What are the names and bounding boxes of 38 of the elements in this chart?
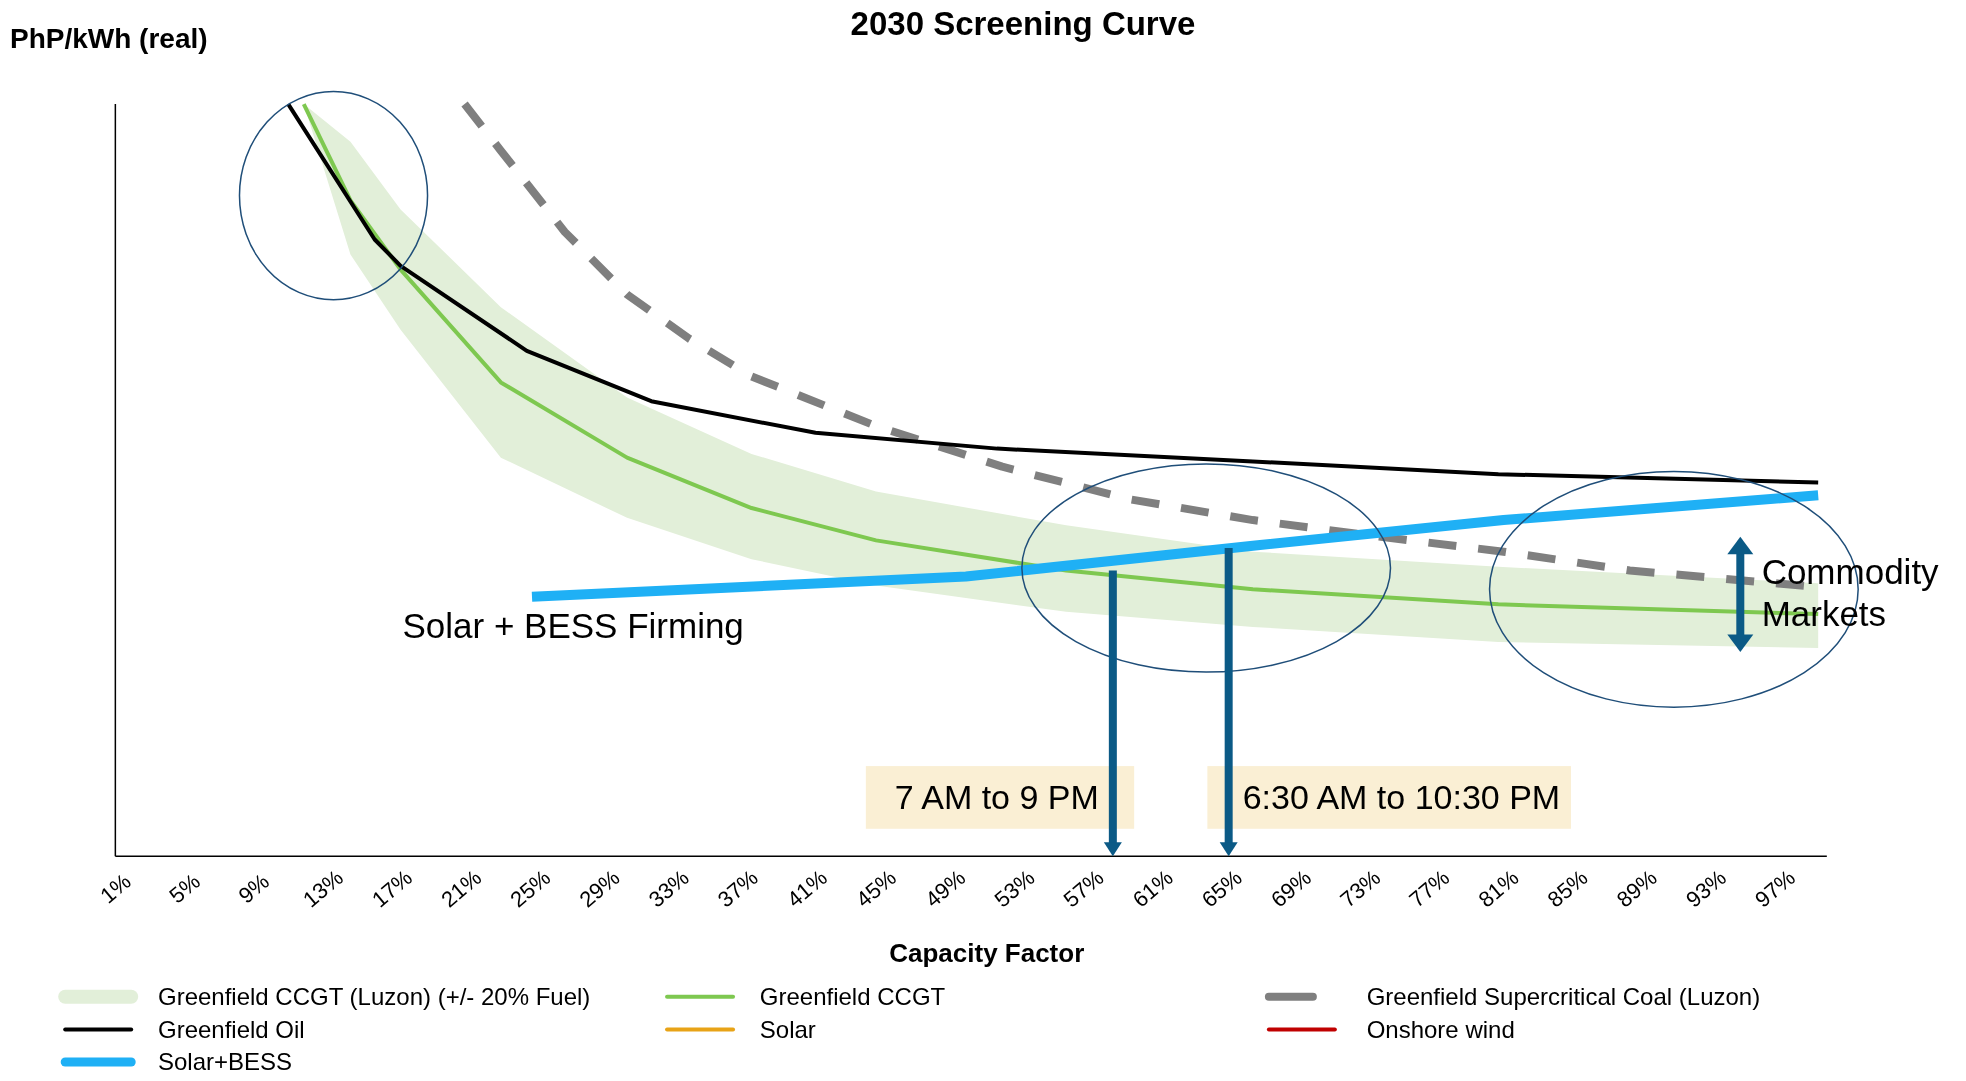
x-tick-label: 41%	[782, 864, 832, 913]
legend-label: Onshore wind	[1366, 1015, 1515, 1043]
x-tick-label: 73%	[1335, 864, 1386, 913]
x-tick-label: 61%	[1127, 864, 1178, 913]
x-axis-title: Capacity Factor	[889, 937, 1085, 968]
legend-label: Solar	[759, 1015, 816, 1043]
x-tick-label: 17%	[367, 864, 417, 913]
legend-label: Greenfield Oil	[157, 1015, 305, 1043]
legend-label: Solar+BESS	[157, 1048, 293, 1076]
x-tick-label: 53%	[989, 864, 1040, 913]
legend-label: Greenfield CCGT (Luzon) (+/- 20% Fuel)	[157, 983, 591, 1011]
x-tick-label: 65%	[1196, 864, 1247, 913]
x-tick-label: 25%	[505, 864, 556, 913]
y-axis-title: PhP/kWh (real)	[10, 22, 208, 54]
annotation: 6:30 AM to 10:30 PM	[1242, 778, 1561, 817]
x-tick-label: 93%	[1681, 864, 1731, 913]
x-tick-label: 37%	[712, 864, 763, 913]
annotation: Solar + BESS Firming	[402, 605, 744, 645]
x-tick-label: 33%	[643, 864, 694, 913]
x-tick-label: 45%	[851, 864, 902, 913]
x-tick-label: 29%	[574, 864, 625, 913]
x-tick-label: 49%	[920, 864, 971, 913]
x-tick-label: 89%	[1611, 864, 1662, 913]
x-tick-label: 13%	[298, 864, 348, 913]
x-tick-label: 9%	[233, 868, 274, 909]
x-tick-label: 85%	[1542, 864, 1593, 913]
legend-label: Greenfield CCGT	[759, 983, 946, 1011]
x-tick-label: 21%	[436, 864, 487, 913]
x-tick-label: 97%	[1750, 864, 1800, 913]
x-tick-label: 1%	[95, 868, 136, 909]
x-tick-label: 81%	[1473, 864, 1524, 913]
legend-label: Greenfield Supercritical Coal (Luzon)	[1366, 983, 1761, 1011]
x-tick-label: 5%	[164, 868, 205, 909]
x-tick-label: 69%	[1266, 864, 1316, 913]
x-tick-label: 57%	[1058, 864, 1109, 913]
chart-title: 2030 Screening Curve	[850, 5, 1196, 43]
annotation: 7 AM to 9 PM	[894, 778, 1099, 817]
x-tick-label: 77%	[1404, 864, 1455, 913]
